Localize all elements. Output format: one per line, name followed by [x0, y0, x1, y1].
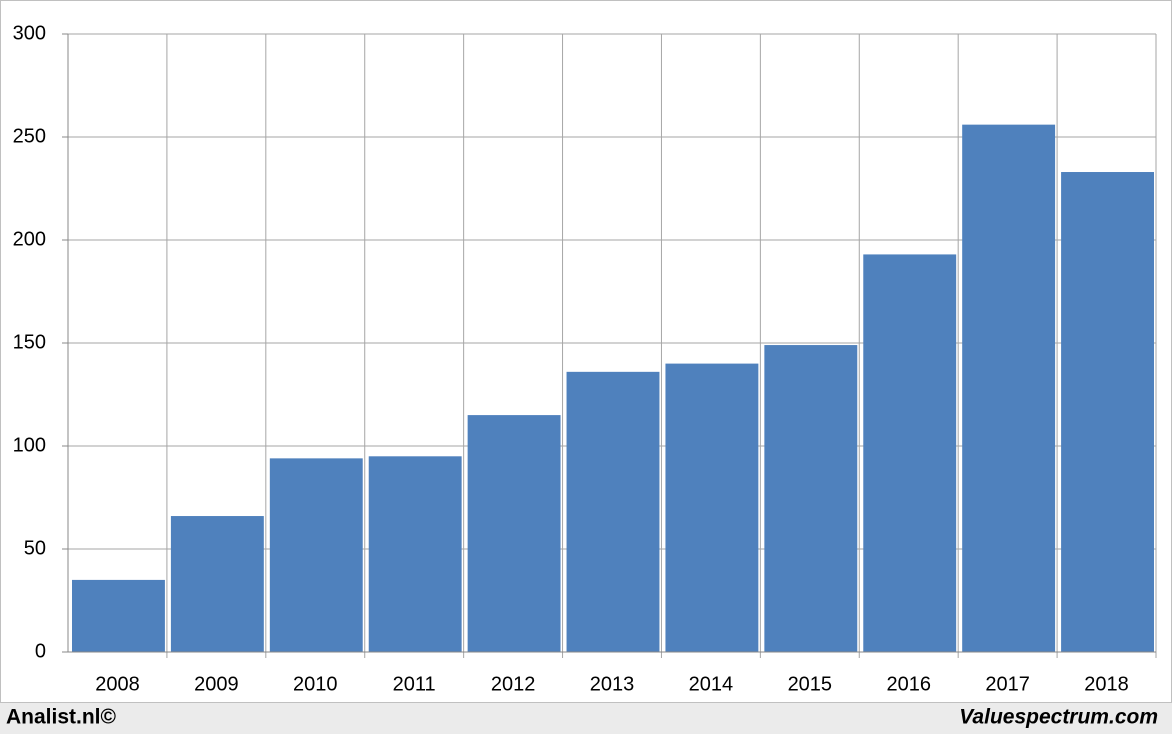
- y-tick-label: 100: [13, 434, 46, 456]
- footer-band: [0, 703, 1172, 734]
- bar: [368, 456, 462, 652]
- bar: [170, 516, 264, 652]
- x-tick-label: 2009: [194, 673, 239, 695]
- x-tick-label: 2016: [886, 673, 931, 695]
- x-tick-label: 2012: [491, 673, 536, 695]
- bar: [665, 363, 759, 652]
- x-tick-label: 2018: [1084, 673, 1129, 695]
- footer-left: Analist.nl©: [6, 706, 117, 729]
- y-tick-label: 150: [13, 331, 46, 353]
- y-tick-label: 0: [35, 640, 46, 662]
- x-tick-label: 2015: [788, 673, 833, 695]
- y-tick-label: 300: [13, 22, 46, 44]
- y-tick-label: 250: [13, 125, 46, 147]
- bar: [764, 345, 858, 652]
- bar: [467, 415, 561, 652]
- x-tick-label: 2014: [689, 673, 734, 695]
- footer-right: Valuespectrum.com: [959, 706, 1158, 729]
- x-tick-label: 2013: [590, 673, 635, 695]
- bar: [863, 254, 957, 653]
- x-tick-label: 2011: [393, 673, 436, 695]
- y-tick-label: 200: [13, 228, 46, 250]
- bar: [72, 579, 165, 652]
- bar: [1061, 172, 1154, 652]
- bar: [962, 124, 1056, 652]
- x-tick-label: 2008: [95, 673, 140, 695]
- x-tick-label: 2010: [293, 673, 338, 695]
- bar: [566, 371, 660, 652]
- x-tick-label: 2017: [985, 673, 1030, 695]
- bar: [269, 458, 363, 652]
- y-tick-label: 50: [24, 537, 46, 559]
